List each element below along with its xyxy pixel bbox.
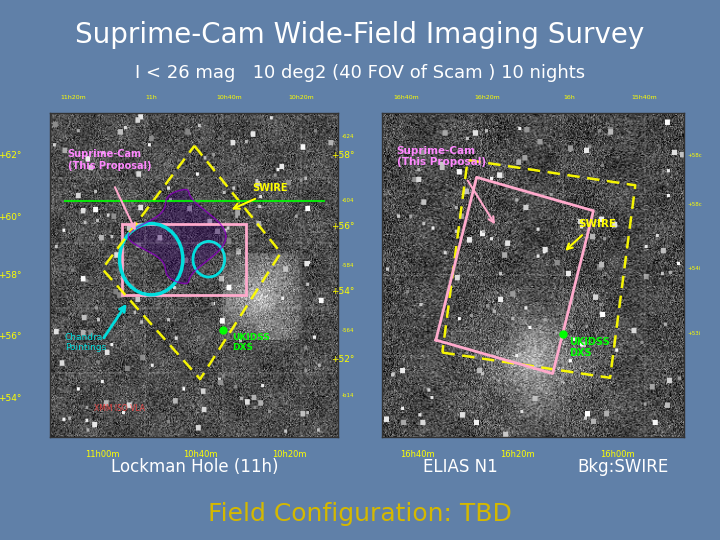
Text: +56°: +56° [0,333,22,341]
Bar [122,224,246,295]
Text: 10h40m: 10h40m [183,450,217,459]
Text: ELIAS N1: ELIAS N1 [423,458,498,476]
Text: UKIDSS
DXS: UKIDSS DXS [232,333,270,352]
Text: +54°: +54° [0,394,22,403]
Text: -564: -564 [341,328,354,333]
Text: -584: -584 [341,263,354,268]
Text: +54°: +54° [331,287,354,296]
Text: 10h20m: 10h20m [288,96,314,100]
Text: +56°: +56° [331,222,354,231]
Text: Suprime-Cam
(This Proposal): Suprime-Cam (This Proposal) [397,146,486,167]
Text: -624: -624 [341,133,354,139]
Text: +58c: +58c [687,201,702,207]
Text: 10h20m: 10h20m [272,450,307,459]
Text: +52°: +52° [331,355,354,364]
Polygon shape [128,190,226,284]
Text: Lockman Hole (11h): Lockman Hole (11h) [111,458,278,476]
Text: +54i: +54i [687,266,701,272]
Text: 16h20m: 16h20m [500,450,535,459]
Text: SWIRE: SWIRE [578,219,616,229]
Text: 16h40m: 16h40m [393,96,418,100]
Text: Suprime-Cam Wide-Field Imaging Survey: Suprime-Cam Wide-Field Imaging Survey [76,21,644,49]
Text: 16h00m: 16h00m [600,450,635,459]
Text: -b14: -b14 [341,393,354,398]
Text: Bkg:SWIRE: Bkg:SWIRE [577,458,668,476]
Text: I < 26 mag   10 deg2 (40 FOV of Scam ) 10 nights: I < 26 mag 10 deg2 (40 FOV of Scam ) 10 … [135,64,585,82]
Text: 16h40m: 16h40m [400,450,435,459]
Text: Chandra
Pointings: Chandra Pointings [65,333,106,352]
Text: +58c: +58c [687,153,702,158]
Text: 16h: 16h [563,96,575,100]
Text: +58°: +58° [0,271,22,280]
Text: +62°: +62° [0,151,22,160]
Text: 10h40m: 10h40m [216,96,242,100]
Text: 16h20m: 16h20m [474,96,500,100]
Text: +53i: +53i [687,331,701,336]
Text: +60°: +60° [0,213,22,221]
Text: XMM ISO VLA: XMM ISO VLA [94,404,145,414]
Text: Field Configuration: TBD: Field Configuration: TBD [208,502,512,526]
Text: 11h: 11h [145,96,157,100]
Text: 15h40m: 15h40m [632,96,657,100]
Text: UKIDSS
DXS: UKIDSS DXS [569,337,610,359]
Text: 11h00m: 11h00m [85,450,120,459]
Text: Suprime-Cam
(This Proposal): Suprime-Cam (This Proposal) [68,149,151,171]
Text: -604: -604 [341,198,354,204]
Text: 11h20m: 11h20m [60,96,86,100]
Text: SWIRE: SWIRE [252,183,287,193]
Text: +58°: +58° [331,151,354,160]
